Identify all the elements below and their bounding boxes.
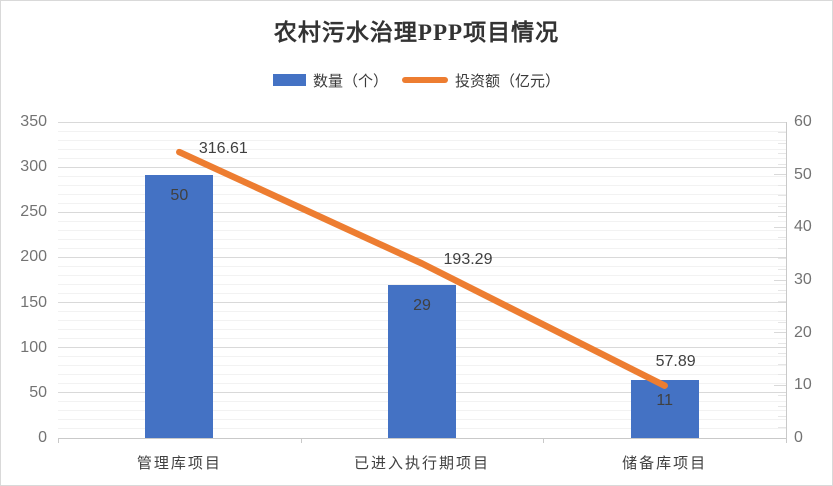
chart-title: 农村污水治理PPP项目情况 <box>273 20 560 45</box>
x-axis-tick <box>786 438 787 443</box>
x-axis-tick <box>543 438 545 443</box>
y-axis-right-tick <box>778 184 786 186</box>
gridline-minor <box>58 130 786 132</box>
y-axis-right-tick <box>778 374 786 376</box>
y-axis-right-tick-label: 60 <box>794 113 812 130</box>
y-axis-right-tick <box>778 342 786 344</box>
y-axis-right-tick <box>778 216 786 218</box>
y-axis-right-tick <box>774 332 786 334</box>
legend: 数量（个） 投资额（亿元） <box>1 69 832 91</box>
y-axis-right-tick-label: 0 <box>794 429 803 446</box>
gridline-minor <box>58 148 786 150</box>
y-axis-right-tick <box>778 426 786 428</box>
x-axis-tick <box>300 438 302 443</box>
bar-value-label: 11 <box>656 392 673 410</box>
gridline-minor <box>58 157 786 159</box>
x-axis-category-label: 储备库项目 <box>622 456 708 472</box>
y-axis-right-tick <box>778 363 786 365</box>
y-axis-right-tick <box>774 226 786 228</box>
y-axis-right-tick <box>774 279 786 281</box>
y-axis-left-tick-label: 50 <box>29 383 47 401</box>
y-axis-right-tick <box>778 132 786 134</box>
line-point-label: 57.89 <box>655 352 696 370</box>
bar-value-label: 50 <box>170 186 189 204</box>
y-axis-left-tick-label: 100 <box>20 338 47 356</box>
y-axis-left-tick-label: 300 <box>20 158 47 176</box>
y-axis-right-tick-label: 20 <box>794 323 812 341</box>
bar-储备库项目 <box>630 380 699 438</box>
x-axis-line <box>58 438 786 439</box>
y-axis-left-tick-label: 350 <box>20 113 47 130</box>
x-axis-category-label: 已进入执行期项目 <box>353 456 491 472</box>
legend-item-quantity: 数量（个） <box>272 70 388 91</box>
bar-管理库项目 <box>145 174 214 438</box>
y-axis-right-tick <box>778 247 786 249</box>
y-axis-right-tick <box>778 153 786 155</box>
legend-label-quantity: 数量（个） <box>312 73 388 90</box>
y-axis-right-tick <box>778 405 786 407</box>
x-axis-category-label: 管理库项目 <box>136 456 222 472</box>
y-axis-right-tick <box>778 290 786 292</box>
y-axis-right-tick <box>774 384 786 386</box>
line-point-label: 193.29 <box>443 251 493 269</box>
y-axis-right-tick <box>778 205 786 207</box>
y-axis-right-tick <box>774 174 786 176</box>
y-axis-left-tick-label: 200 <box>20 248 47 266</box>
line-point-label: 316.61 <box>198 140 248 158</box>
gridline-minor <box>58 139 786 141</box>
y-axis-right-tick <box>778 195 786 197</box>
x-axis-tick <box>58 438 59 443</box>
y-axis-right-tick <box>778 321 786 323</box>
gridline-major <box>58 121 786 123</box>
y-axis-right-tick <box>774 121 786 123</box>
y-axis-right-tick <box>778 237 786 239</box>
y-axis-right-tick <box>778 416 786 418</box>
y-axis-left-tick-label: 0 <box>38 429 47 446</box>
y-axis-left-tick-label: 250 <box>20 203 47 221</box>
y-axis-left-tick-label: 150 <box>20 293 47 311</box>
y-axis-right-tick <box>778 311 786 313</box>
bar-value-label: 29 <box>413 297 431 315</box>
y-axis-right-line <box>786 122 787 443</box>
y-axis-right-tick-label: 40 <box>794 218 812 236</box>
bar-series-swatch <box>272 74 306 86</box>
gridline-major <box>58 166 786 168</box>
y-axis-right-tick <box>778 300 786 302</box>
y-axis-right-tick <box>778 395 786 397</box>
y-axis-right-tick-label: 30 <box>794 271 812 288</box>
legend-label-investment: 投资额（亿元） <box>455 73 561 90</box>
line-series-swatch <box>402 77 448 83</box>
y-axis-right-tick <box>778 258 786 260</box>
y-axis-right-tick <box>778 163 786 165</box>
y-axis-right-tick-label: 50 <box>794 165 812 183</box>
y-axis-right-tick <box>778 353 786 355</box>
y-axis-right-tick <box>778 268 786 270</box>
legend-item-investment: 投资额（亿元） <box>402 70 560 91</box>
y-axis-right-tick-label: 10 <box>794 376 812 394</box>
y-axis-right-tick <box>778 142 786 144</box>
